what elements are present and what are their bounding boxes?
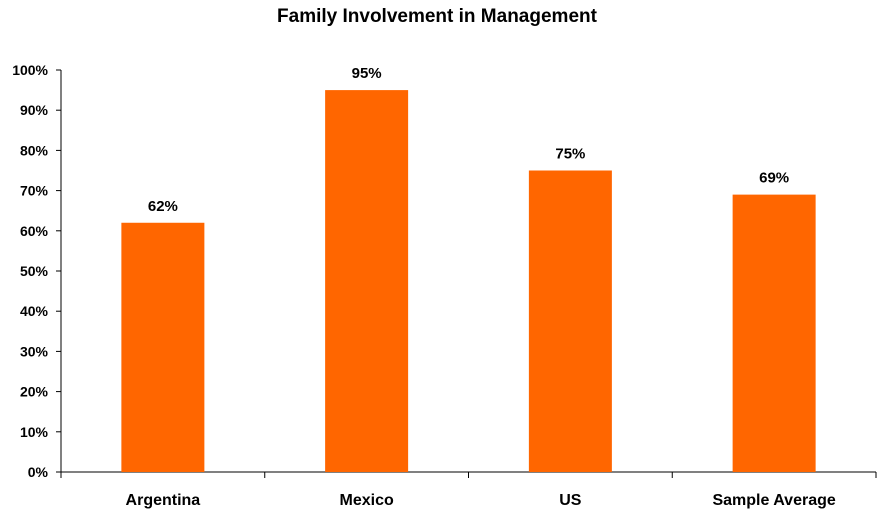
data-label: 69% [759,170,789,187]
y-tick-label: 10% [20,424,49,440]
bar [121,222,205,472]
data-label: 95% [352,65,382,82]
chart-labels: 62% Argentina 95% Mexico 75% US 69% Sample Aver… [126,65,836,509]
y-tick-label: 90% [20,102,49,118]
y-tick-label: 80% [20,142,49,158]
data-label: 62% [148,198,178,215]
y-tick-label: 50% [20,263,49,279]
x-tick-label: Sample Average [712,492,835,509]
y-tick-label: 20% [20,384,49,400]
x-tick-label: US [559,492,582,509]
y-tick-label: 60% [20,223,49,239]
x-tick-label: Argentina [126,492,201,509]
y-tick-label: 40% [20,303,49,319]
bar [732,194,816,472]
bar [325,90,409,472]
chart-axes: 0% 10% 20% 30% 40% 50% 60% 70% 80% 90% 100% [12,62,877,480]
y-tick-label: 0% [28,464,49,480]
y-tick-label: 70% [20,183,49,199]
y-tick-label: 30% [20,343,49,359]
chart-bars [121,90,816,472]
x-tick-label: Mexico [340,492,394,509]
chart-title: Family Involvement in Management [277,6,598,27]
data-label: 75% [555,146,585,163]
bar [528,170,612,472]
y-tick-label: 100% [12,62,48,78]
